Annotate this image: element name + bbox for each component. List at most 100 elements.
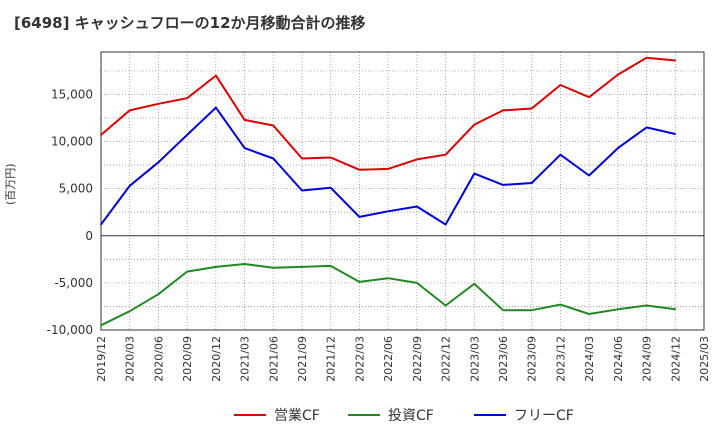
x-tick-label: 2022/12 (440, 336, 453, 382)
x-tick-label: 2024/03 (583, 336, 596, 382)
y-tick-label: -10,000 (47, 323, 93, 337)
data-point (358, 168, 361, 171)
plot-frame (100, 51, 705, 331)
data-point (502, 109, 504, 112)
data-point (502, 184, 504, 186)
data-point (502, 309, 504, 312)
data-point (186, 134, 188, 136)
data-point (100, 223, 102, 226)
x-tick-label: 2023/12 (554, 336, 567, 382)
y-tick-labels: -10,000 -5,000 0 5,000 10,000 15,000 (47, 87, 93, 337)
data-point (243, 147, 246, 149)
data-point (645, 126, 648, 129)
data-point (416, 282, 418, 284)
x-tick-label: 2024/09 (641, 336, 654, 382)
y-tick-label: -5,000 (54, 276, 93, 290)
x-tick-label: 2019/12 (95, 336, 108, 382)
data-point (128, 310, 131, 312)
data-point (100, 134, 102, 136)
data-point (559, 84, 562, 86)
x-tick-label: 2024/12 (669, 336, 682, 382)
data-point (301, 189, 303, 192)
data-point (301, 157, 303, 160)
data-point (128, 109, 131, 112)
data-point (473, 172, 476, 175)
x-tick-label: 2023/06 (497, 336, 510, 382)
x-tick-label: 2021/12 (325, 336, 338, 382)
legend-label: 営業CF (274, 408, 320, 424)
legend: 営業CF 投資CF フリーCF (234, 408, 574, 424)
data-point (329, 156, 332, 159)
y-tick-label: 0 (85, 229, 93, 243)
data-point (358, 281, 361, 283)
data-point (444, 223, 447, 226)
x-tick-labels: 2019/12 2020/03 2020/06 2020/09 2020/12 2021/… (95, 336, 711, 382)
data-point (473, 123, 476, 126)
x-tick-label: 2020/03 (124, 336, 137, 382)
data-point (128, 185, 131, 187)
data-point (387, 168, 389, 170)
data-point (559, 303, 562, 306)
data-point (186, 270, 188, 273)
data-point (473, 283, 476, 285)
data-point (588, 174, 590, 177)
x-tick-label: 2024/06 (612, 336, 625, 382)
x-tick-label: 2025/03 (698, 336, 711, 382)
data-point (329, 186, 332, 189)
x-tick-label: 2022/06 (382, 336, 395, 382)
data-point (387, 277, 389, 279)
data-point (157, 293, 160, 295)
data-point (358, 216, 361, 218)
x-tick-label: 2023/03 (468, 336, 481, 382)
y-tick-label: 10,000 (51, 135, 93, 149)
x-tick-label: 2020/06 (152, 336, 165, 382)
data-point (157, 103, 160, 105)
legend-label: フリーCF (514, 408, 574, 424)
data-point (617, 73, 619, 76)
series-lines (100, 56, 677, 327)
data-point (272, 124, 275, 127)
data-point (588, 96, 590, 99)
data-point (215, 74, 217, 77)
data-point (645, 56, 648, 59)
data-point (243, 119, 246, 121)
data-point (674, 59, 677, 62)
data-point (157, 161, 160, 164)
data-point (215, 266, 217, 268)
data-point (272, 157, 275, 160)
x-tick-label: 2021/03 (239, 336, 252, 382)
x-tick-label: 2022/09 (411, 336, 424, 382)
x-tick-label: 2021/06 (267, 336, 280, 382)
legend-label: 投資CF (388, 408, 434, 424)
data-point (674, 308, 677, 311)
data-point (186, 97, 188, 99)
x-tick-label: 2021/09 (296, 336, 309, 382)
data-point (530, 182, 533, 184)
data-point (243, 263, 246, 265)
data-point (559, 153, 562, 156)
data-point (674, 133, 677, 135)
x-tick-label: 2020/09 (181, 336, 194, 382)
x-tick-label: 2022/03 (353, 336, 366, 382)
data-point (530, 309, 533, 312)
data-point (530, 107, 533, 110)
data-point (617, 308, 619, 311)
data-point (416, 158, 418, 161)
data-point (444, 153, 447, 156)
chart-title: [6498] キャッシュフローの12か月移動合計の推移 (14, 14, 366, 32)
data-point (444, 304, 447, 307)
data-point (387, 210, 389, 213)
data-point (215, 106, 217, 109)
x-tick-label: 2020/12 (210, 336, 223, 382)
data-point (100, 324, 102, 327)
data-point (272, 267, 275, 269)
y-tick-label: 5,000 (59, 182, 93, 196)
x-tick-label: 2023/09 (526, 336, 539, 382)
data-point (588, 313, 590, 315)
y-tick-label: 15,000 (51, 87, 93, 101)
data-point (329, 265, 332, 267)
data-point (416, 205, 418, 208)
data-point (301, 266, 303, 268)
series-line (100, 56, 676, 171)
